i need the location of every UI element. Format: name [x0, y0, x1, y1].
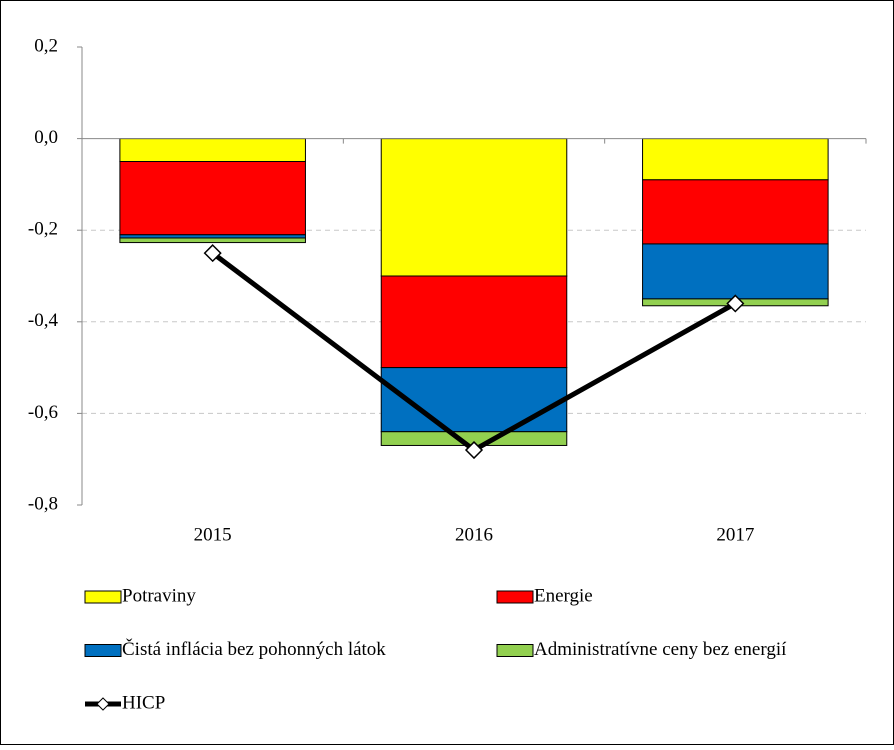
x-tick-label: 2016 [455, 524, 493, 545]
legend-swatch [84, 644, 122, 657]
legend-swatch [84, 590, 122, 604]
bar [380, 275, 568, 369]
y-tick-label: 0,0 [34, 127, 58, 148]
y-tick-label: -0,8 [28, 493, 58, 514]
legend-marker [96, 697, 110, 711]
legend-label: HICP [122, 692, 165, 713]
bar [119, 237, 306, 244]
bar [642, 179, 829, 245]
legend-label: Energie [534, 585, 593, 606]
line-marker [726, 294, 745, 313]
bar [119, 161, 306, 236]
legend-swatch [496, 644, 534, 657]
bar [119, 138, 306, 163]
line-marker [203, 244, 222, 263]
line-marker [464, 440, 484, 460]
bar [642, 243, 829, 300]
legend-label: Čistá inflácia bez pohonných látok [122, 638, 386, 660]
y-tick-label: 0,2 [34, 35, 58, 56]
y-tick-label: -0,2 [28, 219, 58, 240]
x-tick-label: 2017 [716, 524, 754, 545]
x-tick-label: 2015 [194, 524, 232, 545]
legend-label: Administratívne ceny bez energií [534, 639, 787, 660]
legend-swatch [496, 590, 534, 604]
bar [642, 138, 829, 181]
bar [380, 367, 568, 433]
bar [380, 138, 568, 277]
y-tick-label: -0,4 [28, 310, 59, 331]
y-tick-label: -0,6 [28, 402, 58, 423]
legend-label: Potraviny [122, 585, 196, 606]
